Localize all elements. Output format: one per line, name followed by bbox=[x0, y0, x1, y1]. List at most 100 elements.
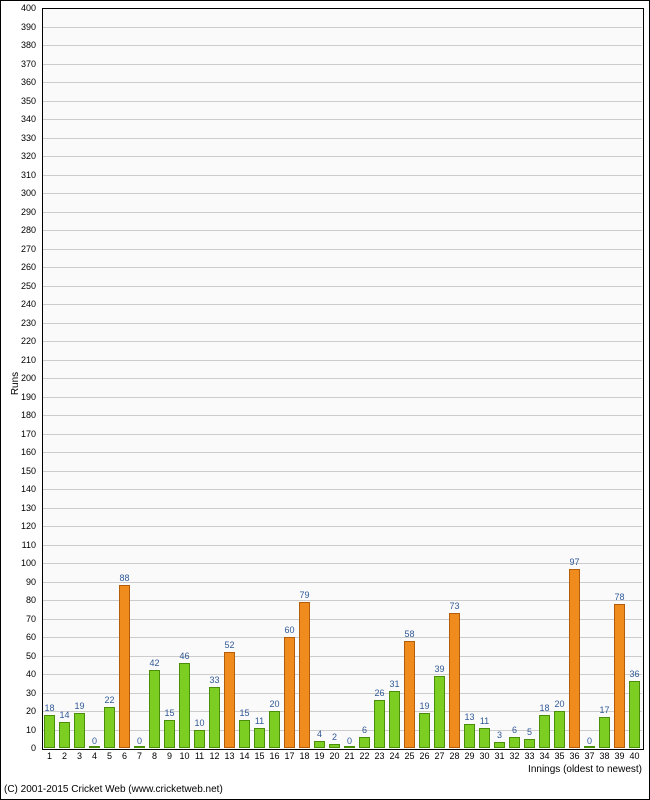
y-tick-label: 80 bbox=[0, 595, 36, 605]
bar-value-label: 33 bbox=[209, 675, 219, 685]
gridline bbox=[43, 249, 642, 250]
bar-value-label: 0 bbox=[347, 736, 352, 746]
gridline bbox=[43, 563, 642, 564]
chart-container: 0102030405060708090100110120130140150160… bbox=[0, 0, 650, 800]
bar bbox=[164, 720, 175, 748]
bar-value-label: 22 bbox=[104, 695, 114, 705]
y-tick-label: 0 bbox=[0, 743, 36, 753]
gridline bbox=[43, 471, 642, 472]
y-tick-label: 170 bbox=[0, 429, 36, 439]
bar bbox=[44, 715, 55, 748]
x-tick-label: 4 bbox=[88, 751, 102, 761]
y-tick-label: 390 bbox=[0, 22, 36, 32]
gridline bbox=[43, 45, 642, 46]
gridline bbox=[43, 415, 642, 416]
gridline bbox=[43, 138, 642, 139]
bar-value-label: 5 bbox=[527, 727, 532, 737]
y-tick-label: 140 bbox=[0, 484, 36, 494]
y-tick-label: 270 bbox=[0, 244, 36, 254]
bar-value-label: 19 bbox=[419, 701, 429, 711]
y-tick-label: 350 bbox=[0, 96, 36, 106]
x-tick-label: 14 bbox=[238, 751, 252, 761]
bar bbox=[269, 711, 280, 748]
y-tick-label: 300 bbox=[0, 188, 36, 198]
bar bbox=[179, 663, 190, 748]
y-tick-label: 360 bbox=[0, 77, 36, 87]
bar-value-label: 6 bbox=[362, 725, 367, 735]
bar-value-label: 19 bbox=[74, 701, 84, 711]
y-tick-label: 330 bbox=[0, 133, 36, 143]
gridline bbox=[43, 323, 642, 324]
gridline bbox=[43, 526, 642, 527]
bar bbox=[74, 713, 85, 748]
bar bbox=[434, 676, 445, 748]
x-tick-label: 27 bbox=[433, 751, 447, 761]
bar-value-label: 31 bbox=[389, 679, 399, 689]
x-tick-label: 26 bbox=[418, 751, 432, 761]
bar bbox=[359, 737, 370, 748]
bar bbox=[599, 717, 610, 748]
bar-value-label: 20 bbox=[269, 699, 279, 709]
y-tick-label: 180 bbox=[0, 410, 36, 420]
bar-value-label: 97 bbox=[569, 557, 579, 567]
gridline bbox=[43, 582, 642, 583]
bar-value-label: 79 bbox=[299, 590, 309, 600]
y-tick-label: 240 bbox=[0, 299, 36, 309]
bar-value-label: 4 bbox=[317, 729, 322, 739]
y-tick-label: 70 bbox=[0, 614, 36, 624]
x-tick-label: 6 bbox=[118, 751, 132, 761]
y-tick-label: 30 bbox=[0, 688, 36, 698]
x-tick-label: 19 bbox=[313, 751, 327, 761]
x-tick-label: 7 bbox=[133, 751, 147, 761]
x-tick-label: 22 bbox=[358, 751, 372, 761]
x-tick-label: 35 bbox=[553, 751, 567, 761]
y-tick-label: 210 bbox=[0, 355, 36, 365]
bar-value-label: 73 bbox=[449, 601, 459, 611]
bar-value-label: 11 bbox=[255, 716, 264, 726]
bar bbox=[584, 746, 595, 748]
x-tick-label: 32 bbox=[508, 751, 522, 761]
x-tick-label: 12 bbox=[208, 751, 222, 761]
y-tick-label: 90 bbox=[0, 577, 36, 587]
gridline bbox=[43, 711, 642, 712]
y-tick-label: 290 bbox=[0, 207, 36, 217]
x-tick-label: 30 bbox=[478, 751, 492, 761]
gridline bbox=[43, 286, 642, 287]
y-tick-label: 260 bbox=[0, 262, 36, 272]
x-axis-label: Innings (oldest to newest) bbox=[528, 764, 642, 775]
y-tick-label: 10 bbox=[0, 725, 36, 735]
bar-value-label: 2 bbox=[332, 732, 337, 742]
x-tick-label: 40 bbox=[628, 751, 642, 761]
bar-value-label: 15 bbox=[239, 708, 249, 718]
bar bbox=[254, 728, 265, 748]
bar-value-label: 42 bbox=[149, 658, 159, 668]
bar bbox=[509, 737, 520, 748]
x-tick-label: 39 bbox=[613, 751, 627, 761]
bar bbox=[374, 700, 385, 748]
gridline bbox=[43, 156, 642, 157]
gridline bbox=[43, 434, 642, 435]
bar-value-label: 17 bbox=[599, 705, 609, 715]
y-tick-label: 280 bbox=[0, 225, 36, 235]
bar-value-label: 88 bbox=[119, 573, 129, 583]
x-tick-label: 18 bbox=[298, 751, 312, 761]
gridline bbox=[43, 674, 642, 675]
gridline bbox=[43, 508, 642, 509]
x-tick-label: 25 bbox=[403, 751, 417, 761]
x-tick-label: 31 bbox=[493, 751, 507, 761]
x-tick-label: 29 bbox=[463, 751, 477, 761]
y-tick-label: 250 bbox=[0, 281, 36, 291]
bar bbox=[194, 730, 205, 749]
bar bbox=[539, 715, 550, 748]
gridline bbox=[43, 619, 642, 620]
bar bbox=[329, 744, 340, 748]
gridline bbox=[43, 304, 642, 305]
gridline bbox=[43, 730, 642, 731]
bar bbox=[614, 604, 625, 748]
gridline bbox=[43, 82, 642, 83]
credit-text: (C) 2001-2015 Cricket Web (www.cricketwe… bbox=[4, 784, 223, 795]
bar bbox=[134, 746, 145, 748]
y-tick-label: 120 bbox=[0, 521, 36, 531]
y-tick-label: 160 bbox=[0, 447, 36, 457]
gridline bbox=[43, 27, 642, 28]
